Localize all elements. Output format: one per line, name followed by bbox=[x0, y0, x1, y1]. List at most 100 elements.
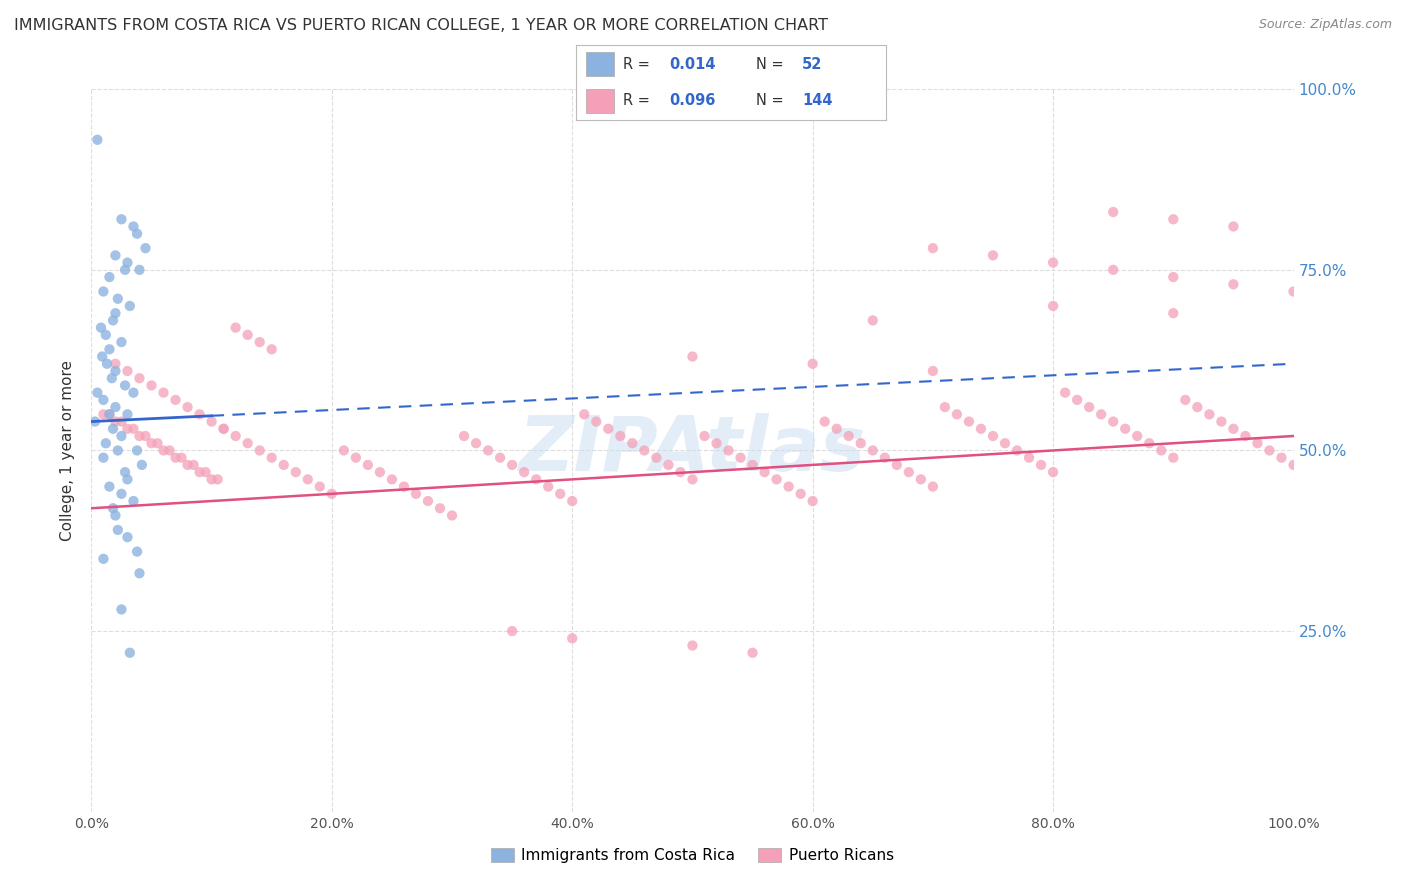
Point bbox=[117, 422, 139, 436]
Point bbox=[741, 458, 763, 472]
Point bbox=[801, 357, 824, 371]
Point bbox=[104, 364, 127, 378]
Point bbox=[91, 350, 114, 364]
Point bbox=[96, 357, 118, 371]
Point bbox=[825, 422, 848, 436]
Point bbox=[94, 436, 117, 450]
Point bbox=[344, 450, 367, 465]
Point bbox=[94, 327, 117, 342]
Point bbox=[1066, 392, 1088, 407]
Point bbox=[236, 436, 259, 450]
Point bbox=[110, 602, 132, 616]
Point bbox=[730, 450, 752, 465]
Point bbox=[176, 458, 198, 472]
Point bbox=[333, 443, 356, 458]
Point bbox=[93, 392, 115, 407]
Text: ZIPAtlas: ZIPAtlas bbox=[519, 414, 866, 487]
Point bbox=[849, 436, 872, 450]
Point bbox=[1211, 415, 1233, 429]
Point bbox=[1222, 219, 1244, 234]
Point bbox=[1137, 436, 1160, 450]
Point bbox=[657, 458, 679, 472]
Point bbox=[212, 422, 235, 436]
Point bbox=[110, 429, 132, 443]
Point bbox=[873, 450, 896, 465]
Point bbox=[128, 371, 150, 385]
Point bbox=[1198, 407, 1220, 421]
Point bbox=[152, 385, 174, 400]
Point bbox=[1234, 429, 1257, 443]
Point bbox=[477, 443, 499, 458]
Point bbox=[537, 480, 560, 494]
Point bbox=[93, 551, 115, 566]
Point bbox=[886, 458, 908, 472]
Point bbox=[501, 458, 523, 472]
Text: 52: 52 bbox=[803, 57, 823, 72]
Point bbox=[107, 523, 129, 537]
Point bbox=[1078, 400, 1101, 414]
Point bbox=[93, 285, 115, 299]
Point bbox=[561, 632, 583, 646]
Point bbox=[308, 480, 330, 494]
Point bbox=[717, 443, 740, 458]
Point bbox=[141, 378, 163, 392]
Point bbox=[194, 465, 217, 479]
Point bbox=[93, 407, 115, 421]
Point bbox=[110, 212, 132, 227]
Point bbox=[170, 450, 193, 465]
Point bbox=[165, 392, 187, 407]
Point bbox=[368, 465, 391, 479]
Point bbox=[681, 472, 703, 486]
Point bbox=[104, 248, 127, 262]
Point bbox=[118, 299, 141, 313]
Point bbox=[561, 494, 583, 508]
Point bbox=[524, 472, 547, 486]
Point bbox=[125, 544, 148, 558]
Point bbox=[236, 327, 259, 342]
Point bbox=[98, 407, 121, 421]
Point bbox=[114, 465, 136, 479]
Point bbox=[260, 450, 283, 465]
Point bbox=[1282, 285, 1305, 299]
Point bbox=[249, 334, 271, 349]
Point bbox=[392, 480, 415, 494]
Point bbox=[574, 407, 596, 421]
Text: N =: N = bbox=[756, 57, 789, 72]
Point bbox=[117, 472, 139, 486]
Point bbox=[669, 465, 692, 479]
Point bbox=[981, 248, 1004, 262]
Point bbox=[1126, 429, 1149, 443]
Point bbox=[125, 443, 148, 458]
Legend: Immigrants from Costa Rica, Puerto Ricans: Immigrants from Costa Rica, Puerto Rican… bbox=[485, 842, 900, 869]
Point bbox=[117, 407, 139, 421]
Point bbox=[922, 480, 945, 494]
Point bbox=[981, 429, 1004, 443]
Point bbox=[98, 407, 121, 421]
Point bbox=[1161, 306, 1184, 320]
Point bbox=[453, 429, 475, 443]
Point bbox=[693, 429, 716, 443]
Point bbox=[862, 443, 884, 458]
Point bbox=[98, 480, 121, 494]
Point bbox=[814, 415, 837, 429]
Point bbox=[934, 400, 956, 414]
Text: Source: ZipAtlas.com: Source: ZipAtlas.com bbox=[1258, 18, 1392, 31]
Y-axis label: College, 1 year or more: College, 1 year or more bbox=[60, 360, 76, 541]
Point bbox=[122, 219, 145, 234]
Point bbox=[862, 313, 884, 327]
Point bbox=[104, 357, 127, 371]
Point bbox=[101, 501, 124, 516]
Point bbox=[598, 422, 620, 436]
Point bbox=[128, 262, 150, 277]
Point bbox=[1222, 422, 1244, 436]
Point bbox=[134, 429, 156, 443]
Point bbox=[104, 400, 127, 414]
Text: R =: R = bbox=[623, 57, 654, 72]
Point bbox=[1246, 436, 1268, 450]
Point bbox=[910, 472, 932, 486]
Point bbox=[633, 443, 655, 458]
Point bbox=[741, 646, 763, 660]
Point bbox=[621, 436, 644, 450]
Point bbox=[122, 494, 145, 508]
Point bbox=[946, 407, 969, 421]
